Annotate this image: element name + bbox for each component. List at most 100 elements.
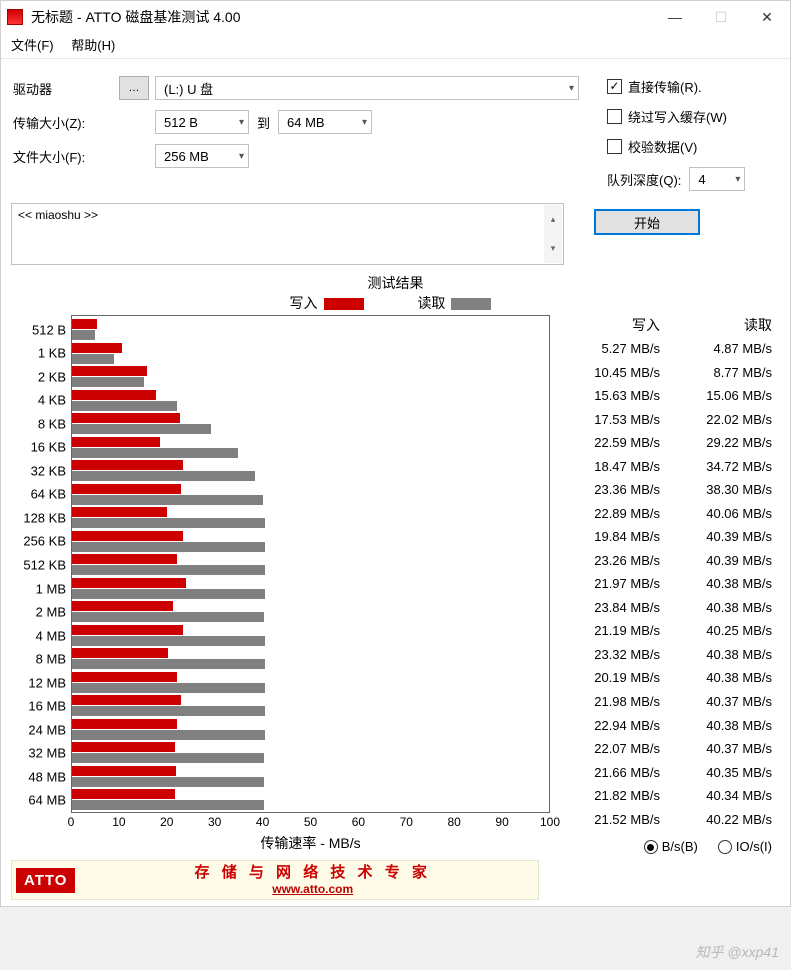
y-label: 8 MB: [36, 652, 66, 667]
y-label: 1 MB: [36, 581, 66, 596]
direct-io-label: 直接传输(R).: [628, 77, 702, 96]
data-row: 23.84 MB/s40.38 MB/s: [556, 596, 780, 620]
bar-write: [72, 719, 177, 729]
bar-write: [72, 531, 183, 541]
app-window: 无标题 - ATTO 磁盘基准测试 4.00 — ☐ ✕ 文件(F) 帮助(H)…: [0, 0, 791, 907]
bar-write: [72, 507, 167, 517]
bar-read: [72, 542, 265, 552]
col-read-header: 读取: [668, 315, 780, 335]
menu-file[interactable]: 文件(F): [11, 38, 54, 53]
bar-read: [72, 636, 265, 646]
transfer-size-label: 传输大小(Z):: [13, 113, 119, 132]
transfer-from-select[interactable]: 512 B: [155, 110, 249, 134]
y-label: 2 MB: [36, 605, 66, 620]
bar-write: [72, 672, 177, 682]
y-label: 64 MB: [28, 793, 66, 808]
y-label: 24 MB: [28, 722, 66, 737]
file-size-label: 文件大小(F):: [13, 147, 119, 166]
description-input[interactable]: << miaoshu >> ▴ ▾: [11, 203, 564, 265]
bar-read: [72, 683, 265, 693]
chart-legend: 写入 读取: [11, 293, 780, 313]
y-label: 8 KB: [38, 416, 66, 431]
bar-write: [72, 484, 181, 494]
bar-write: [72, 554, 177, 564]
data-row: 21.82 MB/s40.34 MB/s: [556, 784, 780, 808]
x-tick: 40: [256, 815, 269, 829]
y-label: 48 MB: [28, 769, 66, 784]
verify-checkbox[interactable]: [607, 139, 622, 154]
maximize-button[interactable]: ☐: [698, 2, 744, 32]
results-chart: 512 B1 KB2 KB4 KB8 KB16 KB32 KB64 KB128 …: [71, 315, 550, 813]
data-row: 22.94 MB/s40.38 MB/s: [556, 713, 780, 737]
bar-read: [72, 777, 264, 787]
bar-read: [72, 612, 264, 622]
bar-write: [72, 437, 160, 447]
bar-write: [72, 766, 176, 776]
data-row: 22.89 MB/s40.06 MB/s: [556, 502, 780, 526]
x-tick: 90: [495, 815, 508, 829]
radio-ios[interactable]: IO/s(I): [718, 839, 772, 855]
browse-button[interactable]: …: [119, 76, 149, 100]
bar-read: [72, 753, 264, 763]
x-axis-label: 传输速率 - MB/s: [71, 833, 550, 853]
bar-write: [72, 460, 183, 470]
y-label: 12 MB: [28, 675, 66, 690]
bar-write: [72, 742, 175, 752]
bar-read: [72, 800, 264, 810]
x-tick: 80: [448, 815, 461, 829]
bar-read: [72, 424, 211, 434]
bar-write: [72, 695, 181, 705]
titlebar: 无标题 - ATTO 磁盘基准测试 4.00 — ☐ ✕: [1, 1, 790, 33]
watermark: 知乎 @xxp41: [696, 942, 779, 962]
start-button[interactable]: 开始: [594, 209, 700, 235]
direct-io-checkbox[interactable]: ✓: [607, 79, 622, 94]
menubar: 文件(F) 帮助(H): [1, 33, 790, 58]
bar-read: [72, 518, 265, 528]
bar-write: [72, 648, 168, 658]
window-title: 无标题 - ATTO 磁盘基准测试 4.00: [31, 7, 652, 27]
y-label: 32 KB: [31, 463, 66, 478]
y-label: 64 KB: [31, 487, 66, 502]
bar-read: [72, 377, 144, 387]
x-tick: 0: [68, 815, 75, 829]
y-label: 512 B: [32, 322, 66, 337]
queue-depth-select[interactable]: 4: [689, 167, 745, 191]
x-tick: 10: [112, 815, 125, 829]
transfer-to-select[interactable]: 64 MB: [278, 110, 372, 134]
data-row: 23.32 MB/s40.38 MB/s: [556, 643, 780, 667]
x-tick: 60: [352, 815, 365, 829]
y-label: 256 KB: [23, 534, 66, 549]
data-row: 21.19 MB/s40.25 MB/s: [556, 619, 780, 643]
drive-label: 驱动器: [13, 79, 119, 98]
minimize-button[interactable]: —: [652, 2, 698, 32]
data-row: 21.52 MB/s40.22 MB/s: [556, 807, 780, 831]
bar-read: [72, 354, 114, 364]
bar-read: [72, 401, 177, 411]
menu-help[interactable]: 帮助(H): [71, 38, 115, 53]
bar-write: [72, 789, 175, 799]
data-row: 5.27 MB/s4.87 MB/s: [556, 337, 780, 361]
y-label: 32 MB: [28, 746, 66, 761]
file-size-select[interactable]: 256 MB: [155, 144, 249, 168]
bar-write: [72, 578, 186, 588]
data-row: 23.26 MB/s40.39 MB/s: [556, 549, 780, 573]
bypass-cache-checkbox[interactable]: [607, 109, 622, 124]
radio-bs[interactable]: B/s(B): [644, 839, 698, 855]
x-tick: 50: [304, 815, 317, 829]
bar-write: [72, 413, 180, 423]
bar-read: [72, 659, 265, 669]
bar-write: [72, 343, 122, 353]
close-button[interactable]: ✕: [744, 2, 790, 32]
spin-down-icon[interactable]: ▾: [544, 234, 562, 263]
drive-select[interactable]: (L:) U 盘: [155, 76, 579, 100]
footer-banner: ATTO 存 储 与 网 络 技 术 专 家 www.atto.com: [11, 860, 539, 900]
spin-up-icon[interactable]: ▴: [544, 205, 562, 234]
bar-write: [72, 319, 97, 329]
queue-depth-label: 队列深度(Q):: [607, 170, 681, 189]
bar-read: [72, 706, 265, 716]
x-tick: 70: [400, 815, 413, 829]
y-label: 16 MB: [28, 699, 66, 714]
y-label: 4 KB: [38, 393, 66, 408]
bar-write: [72, 625, 183, 635]
data-row: 19.84 MB/s40.39 MB/s: [556, 525, 780, 549]
